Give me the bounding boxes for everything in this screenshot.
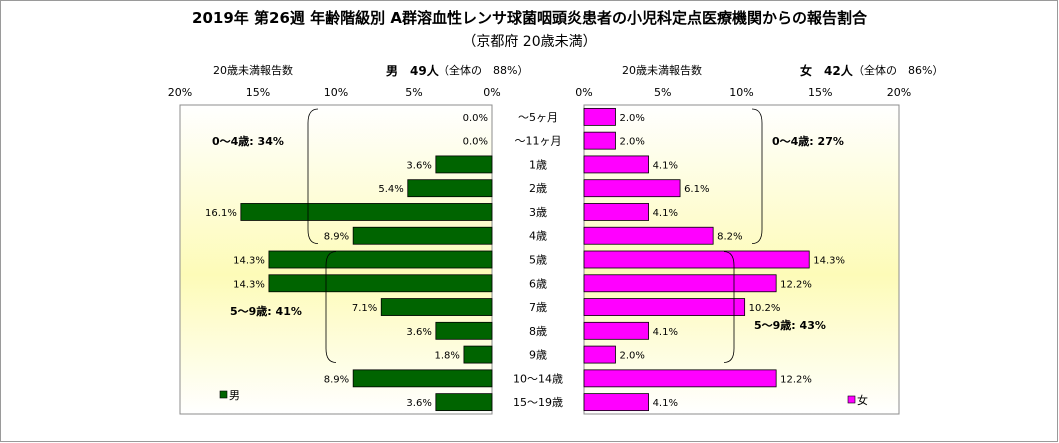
male-x-tick-label: 10%: [324, 86, 348, 99]
male-x-tick-label: 0%: [483, 86, 500, 99]
male-data-label: 8.9%: [324, 374, 349, 385]
male-x-tick-label: 5%: [405, 86, 422, 99]
category-label: ～5ヶ月: [518, 111, 558, 124]
male-data-label: 3.6%: [406, 160, 431, 171]
male-bar: [463, 345, 493, 364]
female-data-label: 12.2%: [780, 279, 812, 290]
female-header-count: 女 42人: [800, 64, 853, 78]
female-x-tick-label: 10%: [729, 86, 753, 99]
male-header-caption: 20歳未満報告数: [213, 64, 293, 77]
category-label: 2歳: [529, 182, 547, 195]
male-5-9-annotation: 5～9歳: 41%: [230, 304, 302, 318]
male-5-9-bracket: [325, 251, 337, 363]
male-bar: [240, 203, 493, 221]
female-data-label: 2.0%: [620, 137, 645, 148]
female-x-tick-label: 20%: [887, 86, 911, 99]
male-bar: [268, 274, 493, 293]
male-bar: [352, 369, 493, 388]
female-bar: [583, 179, 681, 198]
male-data-label: 7.1%: [352, 303, 377, 314]
female-x-tick-label: 15%: [808, 86, 832, 99]
male-data-label: 0.0%: [463, 113, 488, 124]
male-x-tick-label: 15%: [246, 86, 270, 99]
female-data-label: 10.2%: [749, 303, 781, 314]
chart-title: 2019年 第26週 年齢階級別 A群溶血性レンサ球菌咽頭炎患者の小児科定点医療…: [192, 9, 867, 27]
category-label: 9歳: [529, 349, 547, 362]
female-bar: [583, 203, 649, 221]
female-data-label: 4.1%: [653, 208, 678, 219]
female-bar: [583, 369, 777, 388]
female-header-share: （全体の 86%）: [853, 64, 944, 77]
category-label: 8歳: [529, 325, 547, 338]
male-0-4-bracket: [307, 108, 319, 245]
female-bar: [583, 298, 746, 316]
male-bar: [352, 226, 493, 245]
male-legend-swatch: [219, 390, 228, 399]
female-data-label: 2.0%: [620, 113, 645, 124]
male-bar: [407, 179, 493, 198]
female-legend-swatch: [847, 395, 856, 404]
female-data-label: 6.1%: [684, 184, 709, 195]
female-data-label: 2.0%: [620, 351, 645, 362]
female-data-label: 12.2%: [780, 374, 812, 385]
female-data-label: 14.3%: [813, 256, 845, 267]
female-bar: [583, 393, 649, 412]
female-bar: [583, 131, 616, 150]
female-header-caption: 20歳未満報告数: [622, 64, 702, 77]
male-data-label: 8.9%: [324, 232, 349, 243]
female-0-4-annotation: 0～4歳: 27%: [772, 134, 844, 148]
male-bar: [435, 321, 493, 340]
category-label: 4歳: [529, 230, 547, 243]
male-data-label: 1.8%: [435, 351, 460, 362]
male-bar: [268, 250, 493, 269]
chart-subtitle: （京都府 20歳未満）: [462, 34, 597, 50]
female-data-label: 4.1%: [653, 160, 678, 171]
female-5-9-annotation: 5～9歳: 43%: [754, 318, 826, 332]
male-data-label: 16.1%: [205, 208, 237, 219]
male-data-label: 5.4%: [378, 184, 403, 195]
female-0-4-bracket: [751, 108, 763, 245]
male-header-count: 男 49人: [386, 64, 439, 78]
female-5-9-bracket: [723, 251, 735, 363]
female-x-tick-label: 0%: [575, 86, 592, 99]
category-label: ～11ヶ月: [515, 135, 562, 148]
male-bar: [435, 393, 493, 412]
male-data-label: 14.3%: [233, 279, 265, 290]
female-data-label: 4.1%: [653, 398, 678, 409]
male-legend-label: 男: [229, 389, 240, 402]
female-bar: [583, 274, 777, 293]
category-label: 7歳: [529, 301, 547, 314]
female-x-tick-label: 5%: [654, 86, 671, 99]
category-label: 3歳: [529, 206, 547, 219]
female-data-label: 8.2%: [717, 232, 742, 243]
female-bar: [583, 155, 649, 174]
category-label: 10～14歳: [513, 372, 563, 385]
female-bar: [583, 345, 616, 364]
male-data-label: 0.0%: [463, 137, 488, 148]
category-label: 5歳: [529, 254, 547, 267]
male-bar: [435, 155, 493, 174]
male-data-label: 3.6%: [406, 398, 431, 409]
female-bar: [583, 107, 616, 126]
female-data-label: 4.1%: [653, 327, 678, 338]
male-header-share: （全体の 88%）: [438, 64, 529, 77]
category-label: 6歳: [529, 277, 547, 290]
female-bar: [583, 226, 714, 245]
male-x-tick-label: 20%: [168, 86, 192, 99]
category-label: 15～19歳: [513, 396, 563, 409]
male-data-label: 14.3%: [233, 256, 265, 267]
male-bar: [380, 298, 493, 316]
female-legend-label: 女: [857, 393, 868, 407]
male-data-label: 3.6%: [406, 327, 431, 338]
female-bar: [583, 250, 810, 269]
male-0-4-annotation: 0～4歳: 34%: [212, 134, 284, 148]
female-bar: [583, 321, 649, 340]
category-label: 1歳: [529, 158, 547, 171]
